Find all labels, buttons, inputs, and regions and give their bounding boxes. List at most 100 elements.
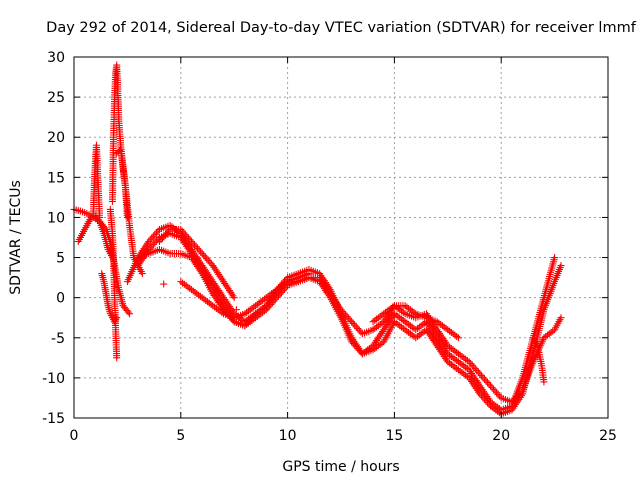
data-point xyxy=(388,313,396,321)
data-point xyxy=(394,312,402,320)
data-point xyxy=(373,336,381,344)
data-point xyxy=(355,326,363,334)
y-tick-label: 10 xyxy=(47,210,65,226)
data-point xyxy=(470,373,478,381)
data-point xyxy=(557,262,565,270)
data-point xyxy=(447,328,455,336)
data-point xyxy=(369,346,377,354)
data-point xyxy=(443,348,451,356)
data-point xyxy=(113,314,121,322)
data-point xyxy=(227,304,235,312)
data-point xyxy=(479,393,487,401)
data-point xyxy=(324,286,332,294)
data-point xyxy=(260,295,268,303)
data-point xyxy=(229,292,237,300)
data-point xyxy=(440,352,448,360)
data-point xyxy=(267,297,275,305)
data-point xyxy=(138,256,146,264)
data-point xyxy=(428,335,436,343)
data-point xyxy=(511,401,519,409)
data-point xyxy=(149,240,157,248)
data-point xyxy=(198,250,206,258)
data-point xyxy=(204,256,212,264)
data-point xyxy=(354,325,362,333)
data-point xyxy=(468,361,476,369)
data-point xyxy=(369,318,377,326)
data-point xyxy=(471,375,479,383)
data-point xyxy=(148,234,156,242)
data-point xyxy=(217,274,225,282)
data-point xyxy=(453,348,461,356)
data-point xyxy=(434,336,442,344)
data-point xyxy=(195,264,203,272)
data-point xyxy=(392,319,400,327)
data-point xyxy=(374,314,382,322)
data-point xyxy=(438,322,446,330)
data-point xyxy=(438,333,446,341)
x-tick-label: 0 xyxy=(70,428,79,444)
data-point xyxy=(242,320,250,328)
data-point xyxy=(331,297,339,305)
data-point xyxy=(215,299,223,307)
data-point xyxy=(458,369,466,377)
data-point xyxy=(241,322,249,330)
data-point xyxy=(212,267,220,275)
data-point xyxy=(451,331,459,339)
data-point xyxy=(427,325,435,333)
x-tick-label: 5 xyxy=(176,428,185,444)
data-point xyxy=(431,330,439,338)
series-arc-a xyxy=(70,205,134,318)
data-point xyxy=(401,318,409,326)
data-point xyxy=(403,319,411,327)
data-point xyxy=(490,385,498,393)
data-point xyxy=(480,395,488,403)
data-point xyxy=(480,375,488,383)
data-point xyxy=(473,366,481,374)
data-point xyxy=(458,352,466,360)
data-point xyxy=(417,322,425,330)
data-point xyxy=(509,404,517,412)
data-point xyxy=(443,356,451,364)
data-point xyxy=(373,343,381,351)
data-point xyxy=(508,406,516,414)
data-point xyxy=(426,323,434,331)
data-point xyxy=(182,241,190,249)
data-point xyxy=(113,354,121,362)
data-point xyxy=(399,308,407,316)
data-point xyxy=(325,288,333,296)
data-point xyxy=(414,324,422,332)
data-point xyxy=(305,270,313,278)
data-point xyxy=(342,311,350,319)
data-point xyxy=(178,235,186,243)
data-point xyxy=(458,361,466,369)
data-point xyxy=(221,279,229,287)
y-tick-label: 20 xyxy=(47,130,65,146)
data-point xyxy=(477,384,485,392)
data-point xyxy=(351,321,359,329)
data-point xyxy=(123,213,131,221)
data-point xyxy=(476,382,484,390)
series-arc-5 xyxy=(177,270,313,322)
data-point xyxy=(398,315,406,323)
data-point xyxy=(441,338,449,346)
data-point xyxy=(191,259,199,267)
data-point xyxy=(410,308,418,316)
data-point xyxy=(124,308,132,316)
data-point xyxy=(466,368,474,376)
y-tick-label: -10 xyxy=(42,371,65,387)
data-point xyxy=(396,306,404,314)
x-axis-label: GPS time / hours xyxy=(282,459,399,475)
data-point xyxy=(186,236,194,244)
data-point xyxy=(200,295,208,303)
data-point xyxy=(446,351,454,359)
data-point xyxy=(155,238,163,246)
data-point xyxy=(212,304,220,312)
data-point xyxy=(250,311,258,319)
data-point xyxy=(212,295,220,303)
data-point xyxy=(439,351,447,359)
data-point xyxy=(474,368,482,376)
data-point xyxy=(387,315,395,323)
data-point xyxy=(265,298,273,306)
data-point xyxy=(476,370,484,378)
data-point xyxy=(211,265,219,273)
